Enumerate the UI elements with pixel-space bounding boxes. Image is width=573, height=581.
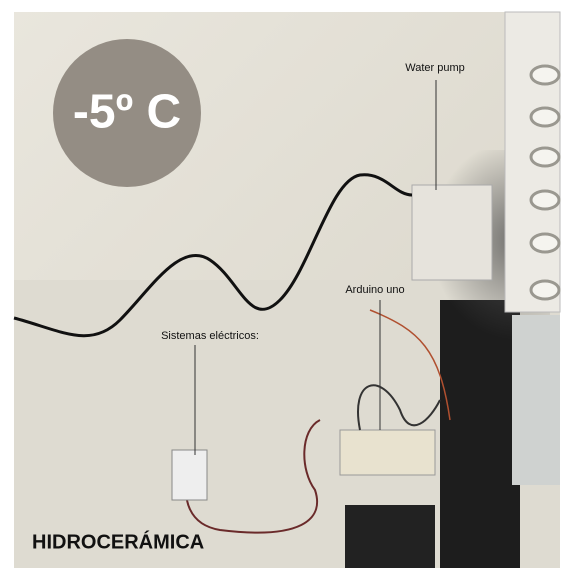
- breadboard: [339, 429, 436, 476]
- wire: [369, 309, 451, 421]
- label: Water pump: [405, 62, 465, 74]
- box: [512, 315, 560, 485]
- temperature: -5º C: [73, 86, 181, 139]
- title: HIDROCERÁMICA: [32, 530, 204, 553]
- temperature-badge: [53, 39, 201, 187]
- arduino-board: [345, 505, 435, 568]
- rack-holes: [529, 64, 561, 301]
- water-pump: [411, 184, 493, 281]
- label: Sistemas eléctricos:: [161, 330, 259, 342]
- label: Arduino uno: [345, 284, 404, 296]
- cable: [13, 173, 413, 338]
- wire: [185, 419, 321, 534]
- sensor: [171, 449, 208, 501]
- wire: [357, 384, 441, 431]
